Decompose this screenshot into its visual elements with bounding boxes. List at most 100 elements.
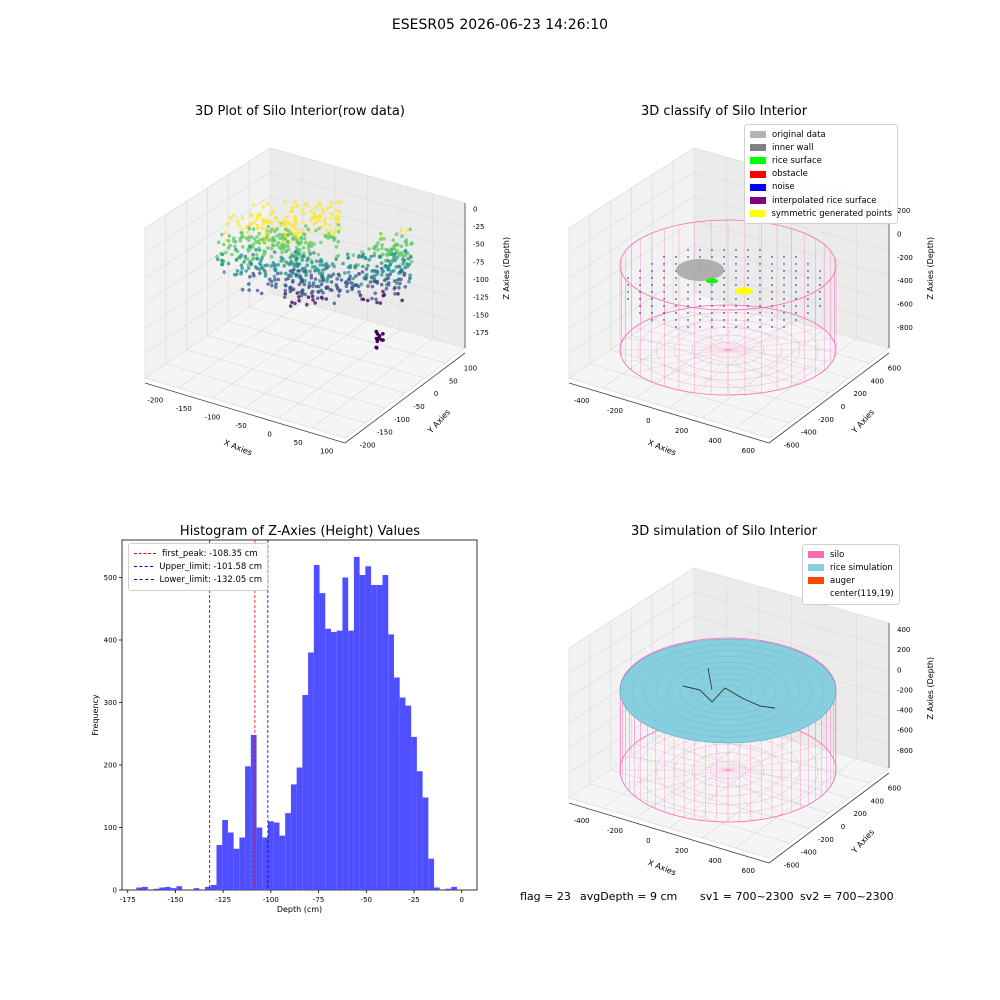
raw-point: [287, 262, 291, 267]
histogram-bar: [434, 887, 440, 890]
raw-point: [305, 263, 310, 268]
raw-point: [332, 264, 336, 269]
noise-point: [735, 312, 737, 314]
histogram-bar: [445, 888, 452, 890]
noise-point: [795, 319, 797, 321]
raw-point: [379, 261, 384, 265]
noise-point: [771, 298, 773, 300]
histogram-bar: [319, 593, 326, 891]
histogram-bar: [216, 845, 223, 890]
noise-point: [783, 305, 785, 307]
simulation-floor-spoke: [727, 769, 783, 816]
raw-point: [299, 235, 304, 240]
raw-point: [290, 300, 294, 305]
noise-point: [735, 249, 737, 251]
raw-point: [269, 264, 273, 268]
raw-point: [292, 264, 297, 269]
raw-point: [286, 228, 290, 232]
legend-entry: symmetric generated points: [750, 207, 892, 220]
raw-y-axis: [344, 352, 466, 444]
raw-point: [356, 284, 361, 289]
noise-point: [735, 270, 737, 272]
noise-point: [783, 270, 785, 272]
histogram-bar: [451, 886, 457, 891]
raw-x-tick-label: 0: [267, 431, 271, 439]
raw-point: [257, 241, 262, 245]
raw-point: [291, 261, 296, 266]
simulation-z-tick-label: -400: [897, 707, 913, 715]
classify-z-tick-label: -800: [897, 324, 913, 332]
simulation-floor-spoke: [727, 733, 805, 771]
histogram-bar: [376, 585, 383, 890]
classify-z-tick-label: 0: [897, 230, 901, 238]
raw-point: [244, 269, 248, 273]
raw-point: [331, 272, 336, 277]
raw-point: [300, 278, 305, 283]
simulation-floor-spoke: [673, 769, 729, 816]
histogram-bar: [256, 827, 263, 890]
raw-point: [223, 231, 227, 235]
classify-floor-spoke: [634, 349, 729, 373]
raw-point: [301, 246, 306, 250]
noise-point: [699, 326, 701, 328]
raw-point: [302, 212, 306, 216]
raw-point: [289, 209, 293, 214]
raw-point: [231, 239, 236, 243]
raw-point: [305, 302, 309, 307]
raw-point: [357, 254, 361, 258]
noise-point: [675, 298, 677, 300]
noise-point: [639, 312, 641, 314]
noise-point: [771, 312, 773, 314]
raw-point: [248, 260, 252, 264]
classify-floor-ring: [691, 334, 765, 366]
noise-point: [663, 305, 665, 307]
raw-point: [374, 244, 379, 248]
legend-label: auger: [830, 575, 855, 586]
auger-shaft: [707, 667, 713, 691]
noise-point: [759, 249, 761, 251]
raw-point: [222, 242, 226, 247]
raw-point: [401, 262, 405, 266]
noise-point: [675, 284, 677, 286]
raw-point: [363, 255, 368, 260]
simulation-floor-spoke: [727, 769, 757, 821]
noise-point: [795, 284, 797, 286]
raw-point: [354, 274, 358, 278]
raw-point: [379, 234, 384, 238]
simulation-floor-spoke: [727, 743, 822, 771]
raw-point: [291, 224, 296, 229]
raw-point: [288, 304, 293, 308]
noise-point: [819, 270, 821, 272]
raw-y-tick-label: 50: [449, 377, 458, 385]
raw-point: [284, 277, 288, 282]
raw-point: [271, 261, 276, 265]
raw-point: [259, 291, 264, 296]
raw-point: [385, 264, 390, 269]
raw-point: [239, 270, 244, 274]
raw-point: [372, 279, 376, 284]
noise-point: [795, 277, 797, 279]
raw-point: [222, 270, 226, 274]
noise-point: [699, 298, 701, 300]
noise-point: [795, 256, 797, 258]
raw-point: [317, 226, 322, 231]
raw-point: [335, 200, 339, 205]
raw-point: [254, 248, 258, 252]
legend-swatch: [808, 591, 824, 598]
raw-point: [377, 254, 382, 259]
original-data-cluster: [676, 259, 724, 281]
raw-point: [298, 247, 302, 252]
raw-z-tick-label: -25: [473, 223, 484, 231]
raw-point: [274, 285, 278, 289]
raw-x-tick-label: 50: [294, 439, 303, 447]
raw-point: [261, 235, 265, 239]
raw-point: [385, 253, 390, 257]
legend-entry: rice surface: [750, 154, 892, 167]
raw-point: [284, 221, 288, 225]
classify-y-tick-label: 400: [871, 377, 884, 385]
classify-x-tick-label: 400: [708, 437, 721, 445]
classify-x-axis-title: X Axies: [647, 438, 678, 457]
raw-point: [314, 259, 319, 264]
raw-point: [271, 235, 276, 240]
noise-point: [651, 291, 653, 293]
